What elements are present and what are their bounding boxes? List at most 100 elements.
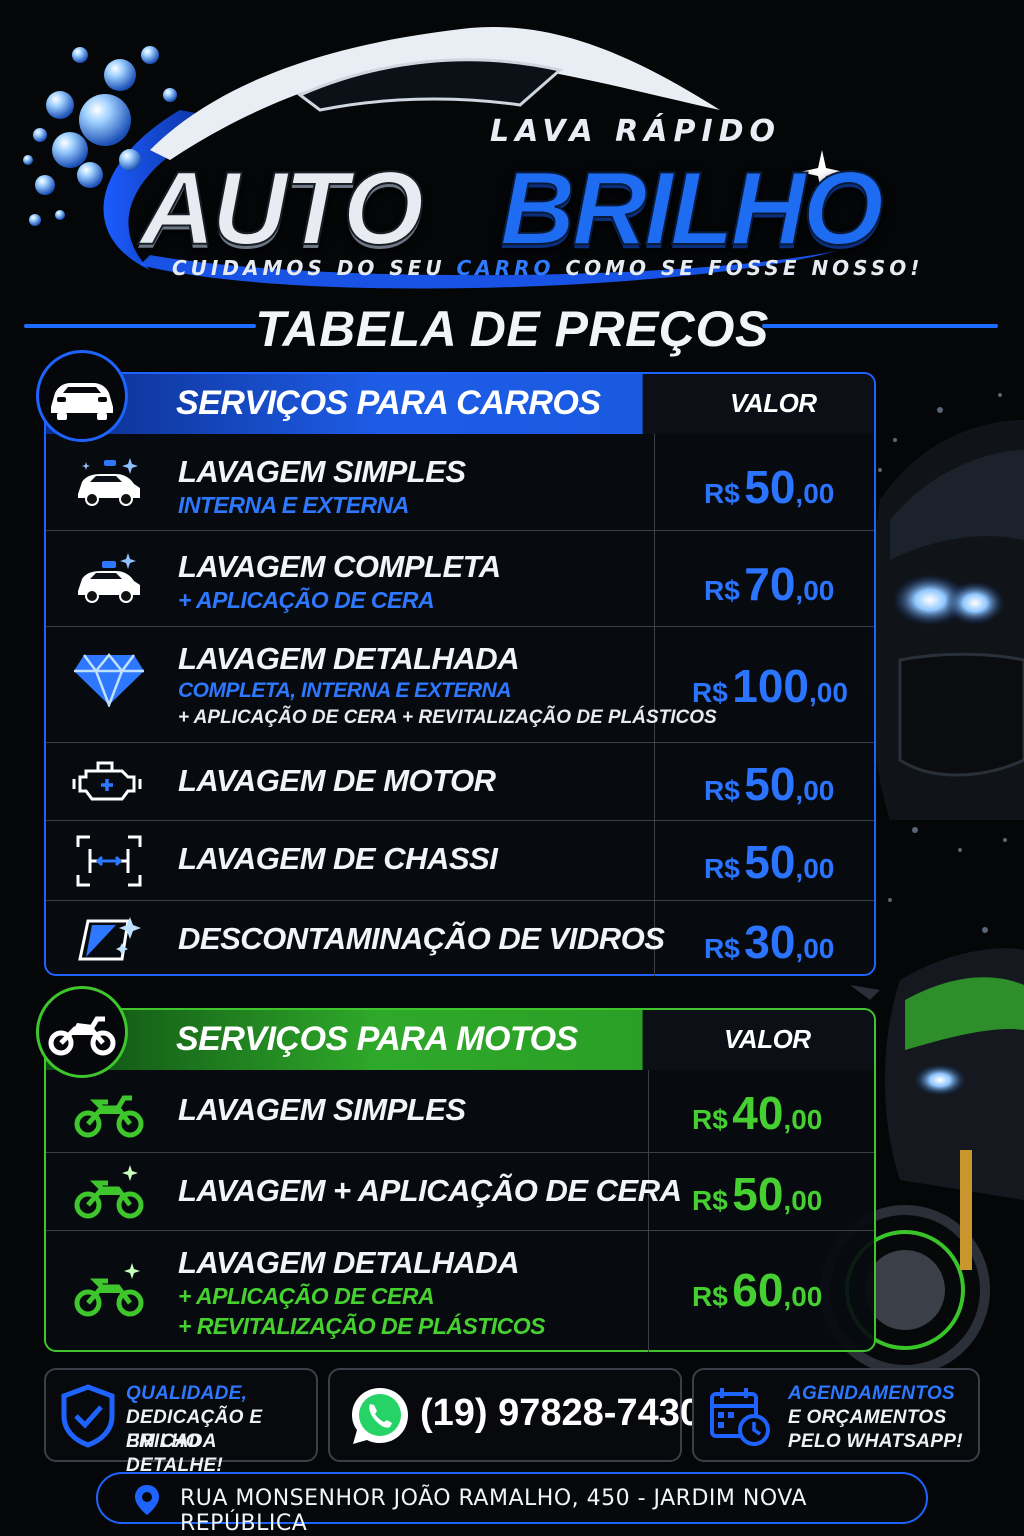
- price-currency: R$: [704, 775, 740, 806]
- price-amount: 50: [744, 836, 796, 888]
- service-name: LAVAGEM DETALHADA: [178, 1245, 520, 1280]
- title-rule-right: [762, 324, 998, 328]
- motorcycle-icon: [72, 1084, 146, 1140]
- location-pin-icon: [135, 1485, 159, 1515]
- tagline-end: COMO SE FOSSE NOSSO!: [554, 256, 924, 280]
- quality-text-line2: DEDICAÇÃO E BRILHO: [126, 1407, 263, 1452]
- table-row: LAVAGEM DE CHASSI R$ 50,00: [46, 820, 874, 900]
- price-amount: 40: [732, 1087, 784, 1139]
- price-cents: ,00: [783, 1104, 823, 1135]
- scheduling-box: AGENDAMENTOS E ORÇAMENTOS PELO WHATSAPP!: [692, 1368, 980, 1462]
- price-amount: 100: [732, 660, 809, 712]
- price-amount: 50: [744, 758, 796, 810]
- brand-prefix: LAVA RÁPIDO: [490, 114, 782, 149]
- price-cents: ,00: [795, 853, 835, 884]
- calendar-clock-icon: [710, 1388, 770, 1446]
- table-row: DESCONTAMINAÇÃO DE VIDROS R$ 30,00: [46, 900, 874, 976]
- quality-text-line3: EM CADA DETALHE!: [126, 1431, 224, 1476]
- price-cents: ,00: [795, 775, 835, 806]
- car-table-title: SERVIÇOS PARA CARROS: [176, 384, 601, 422]
- price-currency: R$: [692, 1281, 728, 1312]
- column-divider: [648, 1070, 649, 1352]
- windshield-icon: [72, 911, 146, 967]
- price-amount: 70: [744, 558, 796, 610]
- service-detail: COMPLETA, INTERNA E EXTERNA: [178, 679, 512, 702]
- service-price: R$ 30,00: [704, 915, 834, 969]
- car-price-table: SERVIÇOS PARA CARROS VALOR LAVAGEM SIMPL…: [44, 372, 876, 976]
- table-row: LAVAGEM + APLICAÇÃO DE CERA R$ 50,00: [46, 1152, 874, 1230]
- service-name: LAVAGEM DE MOTOR: [178, 763, 496, 798]
- service-detail: INTERNA E EXTERNA: [178, 492, 409, 518]
- service-name: LAVAGEM SIMPLES: [178, 454, 466, 489]
- price-cents: ,00: [795, 933, 835, 964]
- price-currency: R$: [704, 933, 740, 964]
- service-extra-detail: + REVITALIZAÇÃO DE PLÁSTICOS: [178, 1313, 546, 1339]
- page-title: TABELA DE PREÇOS: [255, 301, 769, 357]
- whatsapp-contact[interactable]: (19) 97828-7430: [328, 1368, 701, 1462]
- phone-number[interactable]: (19) 97828-7430: [420, 1392, 701, 1434]
- motorcycle-icon: [48, 1016, 116, 1056]
- brand-name-part1: AUTO: [139, 150, 425, 268]
- price-currency: R$: [692, 677, 728, 708]
- service-name: DESCONTAMINAÇÃO DE VIDROS: [178, 921, 665, 956]
- service-extra-detail: + APLICAÇÃO DE CERA + REVITALIZAÇÃO DE P…: [178, 707, 717, 728]
- service-price: R$ 60,00: [692, 1263, 822, 1317]
- service-price: R$ 70,00: [704, 557, 834, 611]
- price-amount: 60: [732, 1264, 784, 1316]
- price-amount: 50: [744, 461, 796, 513]
- tagline-highlight: CARRO: [456, 256, 555, 280]
- sparkle-motorcycle-icon: [72, 1165, 146, 1221]
- service-name: LAVAGEM DETALHADA: [178, 641, 520, 676]
- service-price: R$ 50,00: [704, 835, 834, 889]
- service-name: LAVAGEM DE CHASSI: [178, 841, 498, 876]
- price-cents: ,00: [795, 478, 835, 509]
- tagline-start: CUIDAMOS DO SEU: [172, 256, 457, 280]
- price-currency: R$: [704, 575, 740, 606]
- service-name: LAVAGEM + APLICAÇÃO DE CERA: [178, 1173, 682, 1208]
- service-name: LAVAGEM COMPLETA: [178, 549, 501, 584]
- motorcycle-price-table: SERVIÇOS PARA MOTOS VALOR LAVAGEM SIMPLE…: [44, 1008, 876, 1352]
- car-value-header: VALOR: [730, 388, 817, 418]
- moto-value-header: VALOR: [724, 1024, 811, 1054]
- sparkle-car-icon: [72, 551, 146, 607]
- moto-table-title: SERVIÇOS PARA MOTOS: [176, 1020, 578, 1058]
- price-cents: ,00: [809, 677, 848, 708]
- car-table-header: SERVIÇOS PARA CARROS VALOR: [46, 374, 874, 434]
- address-text: RUA MONSENHOR JOÃO RAMALHO, 450 - JARDIM…: [180, 1486, 807, 1536]
- price-cents: ,00: [795, 575, 835, 606]
- moto-section-badge: [36, 986, 128, 1078]
- service-price: R$ 100,00: [692, 659, 848, 713]
- price-amount: 30: [744, 916, 796, 968]
- price-currency: R$: [692, 1104, 728, 1135]
- car-section-badge: [36, 350, 128, 442]
- whatsapp-icon: [352, 1388, 408, 1444]
- service-detail: + APLICAÇÃO DE CERA: [178, 1283, 435, 1309]
- quality-box: QUALIDADE, DEDICAÇÃO E BRILHO EM CADA DE…: [44, 1368, 318, 1476]
- table-row: LAVAGEM SIMPLES R$ 40,00: [46, 1070, 874, 1152]
- scheduling-title: AGENDAMENTOS: [788, 1383, 955, 1404]
- price-currency: R$: [704, 853, 740, 884]
- service-detail: + APLICAÇÃO DE CERA: [178, 587, 435, 613]
- title-rule-left: [24, 324, 256, 328]
- table-row: LAVAGEM COMPLETA + APLICAÇÃO DE CERA R$ …: [46, 530, 874, 626]
- chassis-icon: [72, 833, 146, 889]
- service-name: LAVAGEM SIMPLES: [178, 1092, 466, 1127]
- quality-title: QUALIDADE,: [126, 1383, 248, 1404]
- car-icon: [51, 383, 113, 420]
- sparkle-motorcycle-icon: [72, 1263, 146, 1319]
- price-currency: R$: [704, 478, 740, 509]
- price-cents: ,00: [783, 1185, 823, 1216]
- address-bar[interactable]: RUA MONSENHOR JOÃO RAMALHO, 450 - JARDIM…: [96, 1472, 928, 1536]
- table-row: LAVAGEM SIMPLES INTERNA E EXTERNA R$ 50,…: [46, 434, 874, 530]
- moto-table-header: SERVIÇOS PARA MOTOS VALOR: [46, 1010, 874, 1070]
- table-row: LAVAGEM DETALHADA COMPLETA, INTERNA E EX…: [46, 626, 874, 742]
- service-price: R$ 50,00: [692, 1167, 822, 1221]
- diamond-icon: [72, 651, 146, 707]
- service-price: R$ 50,00: [704, 757, 834, 811]
- table-row: LAVAGEM DE MOTOR R$ 50,00: [46, 742, 874, 820]
- price-amount: 50: [732, 1168, 784, 1220]
- shield-check-icon: [61, 1384, 115, 1448]
- brand-tagline: CUIDAMOS DO SEU CARRO COMO SE FOSSE NOSS…: [172, 256, 923, 280]
- service-price: R$ 50,00: [704, 460, 834, 514]
